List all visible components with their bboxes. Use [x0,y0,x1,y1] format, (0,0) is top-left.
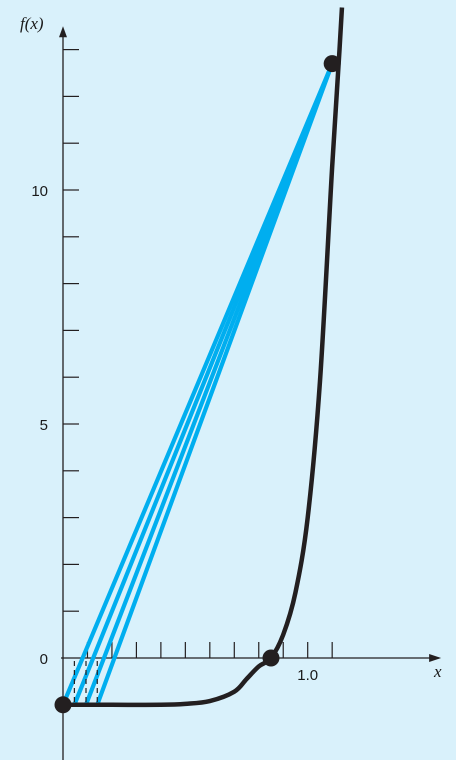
data-point [262,649,280,667]
x-axis-label: x [433,662,442,681]
marked-points [54,55,341,714]
y-tick-label: 0 [40,651,48,668]
axes [59,26,442,760]
secant-lines [60,61,335,707]
axis-text: 0 5 10 1.0 f(x) x [20,14,442,684]
x-tick-label: 1.0 [297,667,318,684]
y-tick-label: 10 [31,183,48,200]
y-tick-label: 5 [40,417,48,434]
dashed-drop-lines [73,661,98,705]
data-point [323,55,341,73]
x-axis-arrow [429,654,442,662]
secant-line [95,61,335,707]
y-axis-arrow [59,26,67,38]
data-point [54,696,72,714]
y-axis-label: f(x) [20,14,44,33]
